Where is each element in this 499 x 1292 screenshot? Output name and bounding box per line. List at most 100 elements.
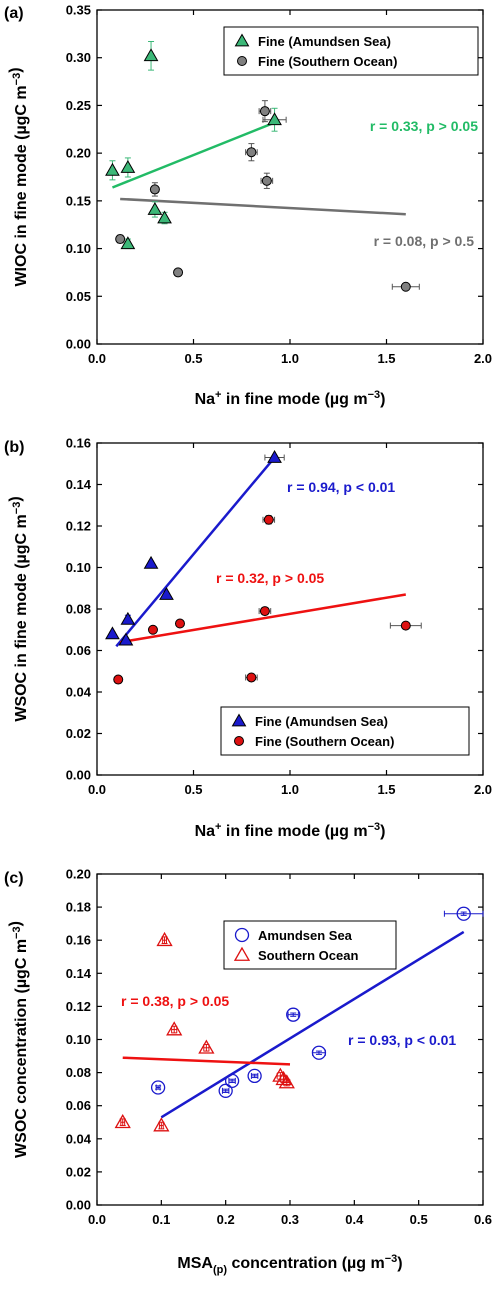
y-tick-label: 0.15 bbox=[66, 193, 91, 208]
data-point bbox=[166, 1021, 183, 1036]
data-point bbox=[267, 112, 282, 126]
data-point bbox=[105, 626, 120, 640]
panel-label: (c) bbox=[4, 870, 24, 887]
fit-line bbox=[115, 456, 276, 648]
data-point bbox=[224, 1073, 240, 1089]
data-point bbox=[456, 906, 471, 921]
data-point bbox=[261, 175, 272, 186]
fit-line bbox=[111, 121, 276, 189]
x-tick-label: 0.5 bbox=[410, 1212, 428, 1227]
y-tick-label: 0.02 bbox=[66, 1164, 91, 1179]
data-point bbox=[149, 184, 160, 195]
series-points bbox=[105, 450, 285, 646]
legend-label: Southern Ocean bbox=[258, 948, 358, 963]
data-point bbox=[115, 234, 126, 245]
panel-label: (a) bbox=[4, 5, 24, 22]
y-tick-label: 0.05 bbox=[66, 289, 91, 304]
series-points bbox=[115, 100, 420, 292]
data-point bbox=[147, 201, 163, 215]
series-points bbox=[105, 40, 287, 250]
legend-marker bbox=[234, 736, 244, 746]
fit-line bbox=[119, 593, 407, 644]
data-point bbox=[246, 147, 257, 158]
data-point bbox=[113, 674, 124, 685]
x-tick-label: 0.0 bbox=[88, 351, 106, 366]
stat-label: r = 0.93, p < 0.01 bbox=[348, 1032, 456, 1048]
data-point bbox=[263, 514, 274, 525]
panel-label: (b) bbox=[4, 439, 24, 456]
x-tick-label: 1.5 bbox=[377, 782, 395, 797]
series-points bbox=[114, 931, 295, 1132]
stat-label: r = 0.33, p > 0.05 bbox=[370, 118, 478, 134]
data-point bbox=[114, 1113, 131, 1129]
x-tick-label: 1.0 bbox=[281, 351, 299, 366]
data-point bbox=[156, 931, 173, 947]
axis-label: WSOC in fine mode (µgC m−3) bbox=[7, 496, 30, 721]
stat-label: r = 0.38, p > 0.05 bbox=[121, 993, 229, 1009]
legend-box bbox=[220, 706, 470, 756]
y-tick-label: 0.14 bbox=[66, 966, 92, 981]
y-tick-label: 0.10 bbox=[66, 560, 91, 575]
y-tick-label: 0.12 bbox=[66, 519, 91, 534]
x-tick-label: 0.0 bbox=[88, 782, 106, 797]
data-point bbox=[259, 606, 270, 617]
y-tick-label: 0.12 bbox=[66, 999, 91, 1014]
stat-label: r = 0.94, p < 0.01 bbox=[287, 479, 395, 495]
stat-label: r = 0.08, p > 0.5 bbox=[374, 233, 475, 249]
x-tick-label: 0.1 bbox=[152, 1212, 170, 1227]
data-point bbox=[400, 281, 411, 292]
data-point bbox=[147, 624, 158, 635]
legend-marker bbox=[234, 33, 250, 47]
x-tick-label: 0.6 bbox=[474, 1212, 492, 1227]
y-tick-label: 0.18 bbox=[66, 900, 91, 915]
data-point bbox=[267, 450, 282, 463]
x-tick-label: 1.0 bbox=[281, 782, 299, 797]
data-point bbox=[400, 620, 411, 631]
x-tick-label: 2.0 bbox=[474, 351, 492, 366]
fit-line bbox=[120, 197, 406, 216]
y-tick-label: 0.00 bbox=[66, 1198, 91, 1213]
x-tick-label: 0.4 bbox=[345, 1212, 364, 1227]
data-point bbox=[153, 1117, 170, 1132]
y-tick-label: 0.04 bbox=[66, 685, 92, 700]
x-tick-label: 0.5 bbox=[184, 782, 202, 797]
legend-marker bbox=[234, 927, 250, 943]
x-tick-label: 0.3 bbox=[281, 1212, 299, 1227]
x-tick-label: 0.2 bbox=[217, 1212, 235, 1227]
y-tick-label: 0.20 bbox=[66, 146, 91, 161]
legend-marker bbox=[237, 56, 247, 66]
y-tick-label: 0.04 bbox=[66, 1131, 92, 1146]
y-tick-label: 0.35 bbox=[66, 3, 91, 18]
y-tick-label: 0.10 bbox=[66, 241, 91, 256]
chart-panel-1: (a) 0.00 0.05 0.10 0.15 0.20 0.25 0.30 0.35 0.0 0.… bbox=[4, 3, 492, 409]
legend-marker bbox=[231, 713, 247, 727]
data-point bbox=[259, 106, 270, 117]
data-point bbox=[157, 210, 172, 224]
axis-label: Na+ in fine mode (µg m−3) bbox=[195, 821, 386, 840]
data-point bbox=[143, 555, 159, 569]
axis-label: WIOC in fine mode (µgC m−3) bbox=[7, 67, 30, 286]
data-point bbox=[247, 1068, 262, 1084]
x-tick-label: 2.0 bbox=[474, 782, 492, 797]
data-point bbox=[120, 611, 136, 625]
axis-label: Na+ in fine mode (µg m−3) bbox=[195, 389, 386, 408]
y-tick-label: 0.02 bbox=[66, 726, 91, 741]
data-point bbox=[311, 1045, 327, 1060]
data-point bbox=[286, 1007, 301, 1022]
y-tick-label: 0.00 bbox=[66, 337, 91, 352]
data-point bbox=[120, 159, 136, 173]
y-tick-label: 0.14 bbox=[66, 477, 92, 492]
y-tick-label: 0.16 bbox=[66, 436, 91, 451]
stat-label: r = 0.32, p > 0.05 bbox=[216, 570, 324, 586]
fit-line bbox=[122, 1056, 291, 1066]
data-point bbox=[143, 48, 159, 62]
legend-label: Fine (Southern Ocean) bbox=[258, 54, 397, 69]
legend-label: Amundsen Sea bbox=[258, 928, 353, 943]
y-tick-label: 0.08 bbox=[66, 1065, 91, 1080]
data-point bbox=[105, 162, 120, 176]
series-points bbox=[113, 514, 422, 685]
legend: Amundsen Sea Southern Ocean bbox=[223, 920, 397, 970]
data-point bbox=[120, 236, 136, 250]
